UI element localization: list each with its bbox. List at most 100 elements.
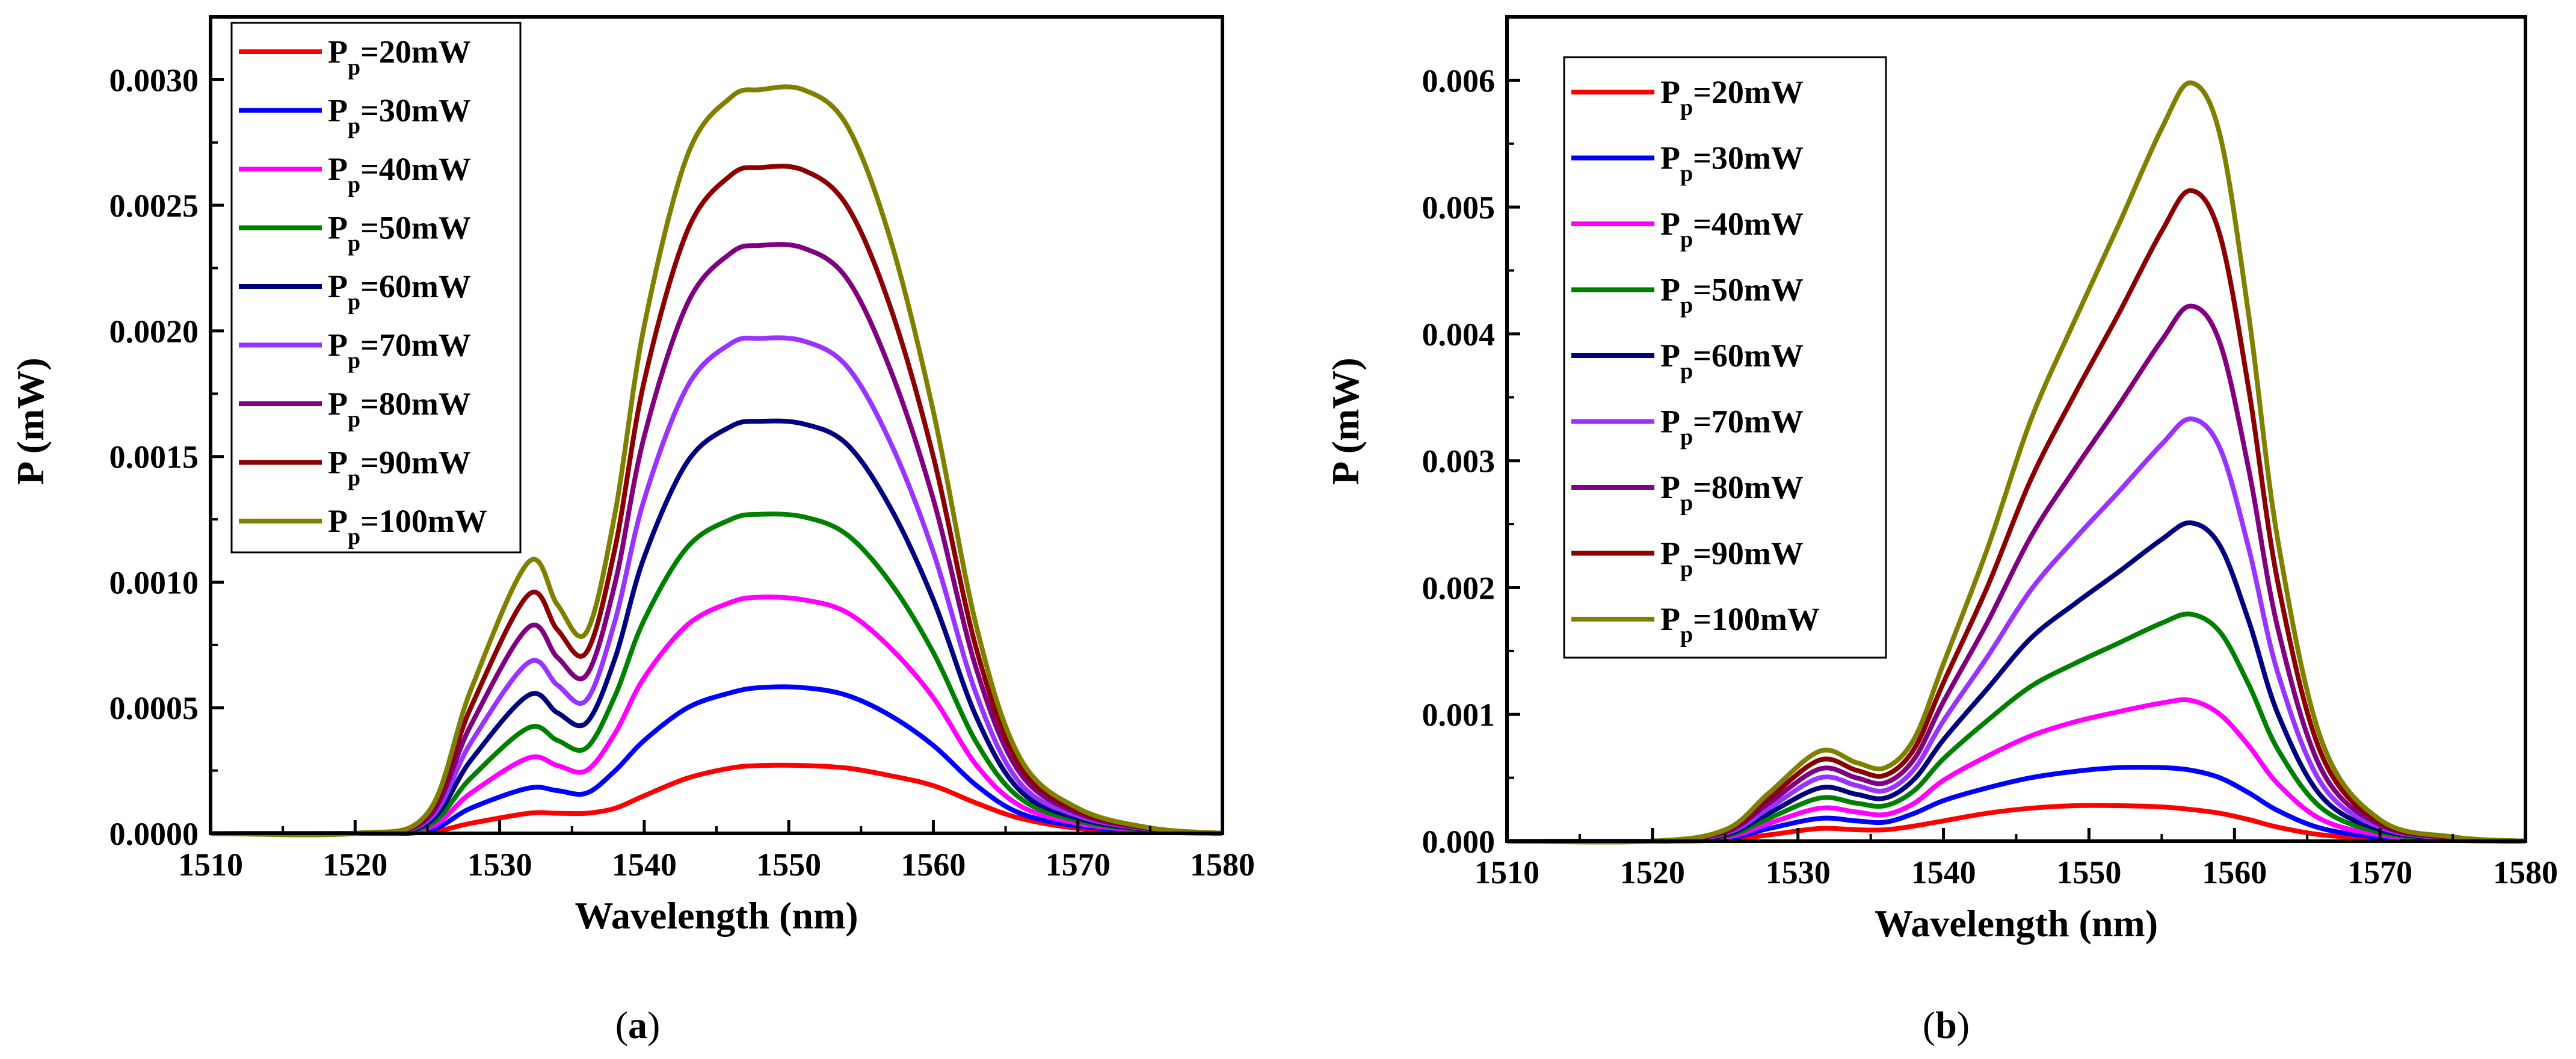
legend-label-rest: =40mW: [1693, 206, 1804, 242]
x-tick-label: 1550: [2056, 854, 2121, 891]
legend-label-main: P: [328, 93, 348, 129]
series-lines: [1506, 80, 2526, 845]
y-tick-label: 0.0025: [109, 188, 199, 224]
legend-label-rest: =100mW: [360, 503, 487, 539]
y-tick-label: 0.0010: [109, 564, 199, 601]
legend-label-sub: p: [348, 407, 360, 432]
legend-label-sub: p: [348, 114, 360, 139]
y-tick-label: 0.0020: [109, 313, 199, 350]
legend-label-sub: p: [1680, 425, 1693, 450]
axes: 1510 1520 1530 1540 1550 1560 1570 1580 0.000 0.0…: [1422, 15, 2558, 891]
legend-label-sub: p: [348, 466, 360, 491]
y-tick-label: 0.006: [1422, 63, 1496, 99]
legend-label: Pp=80mW: [328, 386, 471, 432]
legend-label-rest: =70mW: [1693, 404, 1804, 440]
legend-label-rest: =50mW: [360, 210, 471, 246]
legend-label-main: P: [1660, 74, 1680, 110]
legend-label-main: P: [328, 34, 348, 70]
chart-panel-a: 1510 1520 1530 1540 1550 1560 1570 1580 0.0000 0.…: [9, 15, 1255, 1046]
legend-label-rest: =30mW: [1693, 140, 1804, 176]
legend-label: Pp=20mW: [1660, 74, 1804, 120]
legend-label: Pp=80mW: [1660, 469, 1804, 516]
x-tick-label: 1580: [2493, 854, 2558, 891]
y-tick-label: 0.0000: [109, 816, 199, 852]
legend-label-main: P: [1660, 404, 1680, 440]
legend-label-main: P: [1660, 338, 1680, 374]
y-tick-label: 0.0005: [109, 690, 199, 726]
legend-label-sub: p: [1680, 293, 1693, 318]
legend-label-rest: =60mW: [360, 268, 471, 304]
x-tick-label: 1510: [1474, 854, 1539, 891]
legend-label-sub: p: [1680, 95, 1693, 120]
series-line-1: [1506, 803, 2526, 844]
legend-label-sub: p: [1680, 622, 1693, 647]
legend-label-rest: =70mW: [360, 327, 471, 363]
series-line-1: [210, 762, 1223, 836]
series-line-3: [1506, 697, 2526, 844]
series-lines: [210, 84, 1223, 838]
panel-label-a: (a): [615, 1004, 661, 1046]
legend-label-rest: =90mW: [360, 445, 471, 481]
y-tick-label: 0.003: [1422, 443, 1496, 480]
legend-label: Pp=50mW: [328, 210, 471, 256]
x-tick-label: 1570: [1046, 847, 1111, 883]
legend-label-sub: p: [348, 231, 360, 256]
legend-label-main: P: [1660, 140, 1680, 176]
series-line-8: [1506, 188, 2526, 845]
y-tick-label: 0.004: [1422, 316, 1496, 353]
legend-label: Pp=100mW: [328, 503, 487, 549]
series-line-6: [210, 335, 1223, 837]
x-tick-label: 1560: [2202, 854, 2267, 891]
legend-label: Pp=60mW: [1660, 338, 1804, 384]
x-tick-label: 1580: [1190, 847, 1255, 883]
legend-label-main: P: [328, 386, 348, 422]
legend-label-rest: =20mW: [360, 34, 471, 70]
series-line-4: [1506, 611, 2526, 844]
x-tick-label: 1560: [901, 847, 966, 883]
x-tick-label: 1520: [1620, 854, 1685, 891]
legend-label-main: P: [328, 327, 348, 363]
y-axis-title: P (mW): [9, 357, 52, 485]
series-line-9: [210, 84, 1223, 838]
series-line-8: [210, 164, 1223, 838]
legend-label-rest: =100mW: [1693, 601, 1820, 637]
legend-label-main: P: [1660, 469, 1680, 505]
x-tick-label: 1550: [756, 847, 821, 883]
series-line-5: [1506, 520, 2526, 844]
x-axis-title: Wavelength (nm): [575, 894, 858, 937]
legend-label-main: P: [1660, 272, 1680, 308]
panel-label-b-letter: b: [1935, 1004, 1957, 1046]
y-tick-label: 0.0030: [109, 62, 199, 98]
legend-label-rest: =60mW: [1693, 338, 1804, 374]
legend-label-sub: p: [1680, 359, 1693, 384]
legend-label: Pp=90mW: [328, 445, 471, 491]
axes: 1510 1520 1530 1540 1550 1560 1570 1580 0.0000 0.…: [109, 15, 1255, 883]
legend-label-main: P: [1660, 206, 1680, 242]
series-line-2: [210, 684, 1223, 836]
y-tick-label: 0.005: [1422, 190, 1496, 226]
legend-label-sub: p: [1680, 490, 1693, 516]
x-tick-label: 1530: [467, 847, 532, 883]
legend-label-sub: p: [348, 348, 360, 374]
series-line-9: [1506, 80, 2526, 845]
legend-label-main: P: [1660, 536, 1680, 572]
y-tick-label: 0.000: [1422, 824, 1496, 860]
legend-label: Pp=30mW: [1660, 140, 1804, 187]
legend-label-sub: p: [348, 55, 360, 80]
panel-label-b: (b): [1923, 1004, 1970, 1046]
legend-label: Pp=20mW: [328, 34, 471, 80]
series-line-7: [1506, 303, 2526, 845]
legend: Pp=20mWPp=30mWPp=40mWPp=50mWPp=60mWPp=70…: [230, 22, 522, 554]
legend-label: Pp=70mW: [328, 327, 471, 374]
legend-label: Pp=100mW: [1660, 601, 1820, 647]
legend-label-rest: =80mW: [360, 386, 471, 422]
legend-label: Pp=60mW: [328, 268, 471, 315]
legend-label-sub: p: [1680, 227, 1693, 252]
series-line-3: [210, 594, 1223, 836]
legend-label-rest: =80mW: [1693, 469, 1804, 505]
legend-label: Pp=90mW: [1660, 536, 1804, 582]
legend-label: Pp=40mW: [328, 151, 471, 197]
x-tick-label: 1510: [178, 847, 243, 883]
legend-label-main: P: [328, 445, 348, 481]
